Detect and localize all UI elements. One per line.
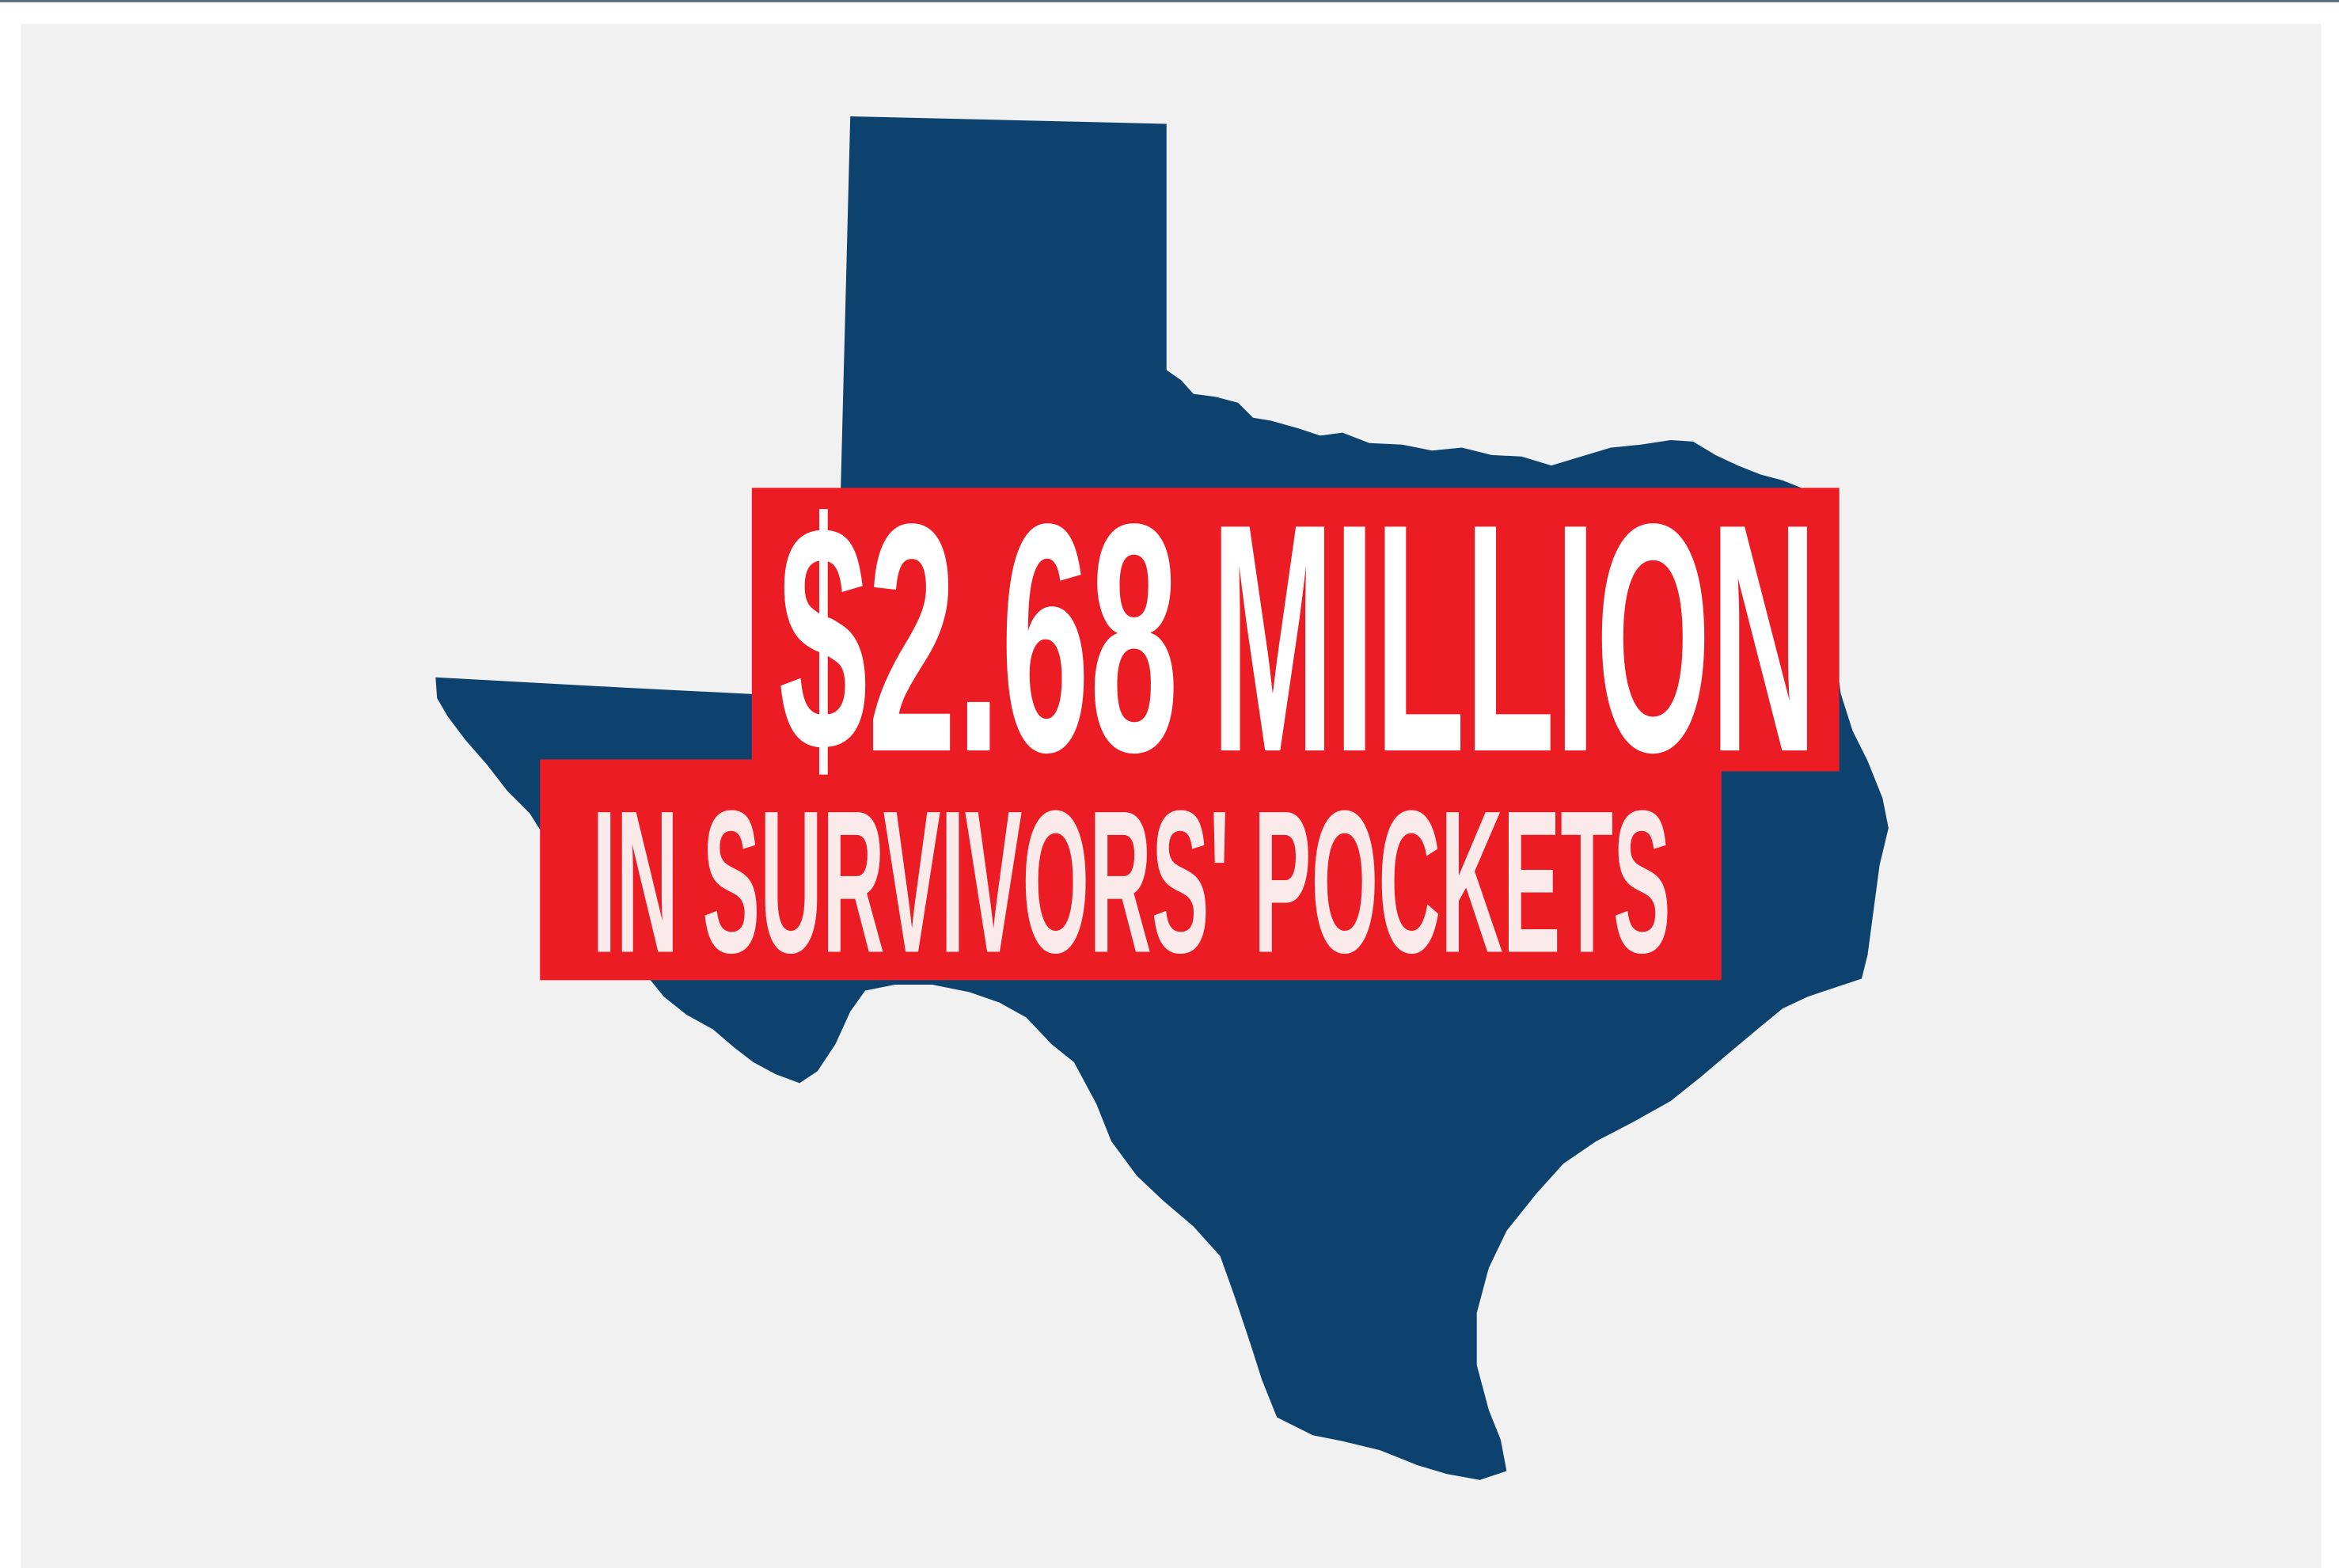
top-rule [0,0,2339,2]
subline-box [540,759,1722,981]
amount: $2.68 [779,457,1179,820]
headline-box [751,488,1840,772]
amount-unit: MILLION [1211,457,1817,820]
subline: IN SURVIVORS' POCKETS [592,769,1671,996]
